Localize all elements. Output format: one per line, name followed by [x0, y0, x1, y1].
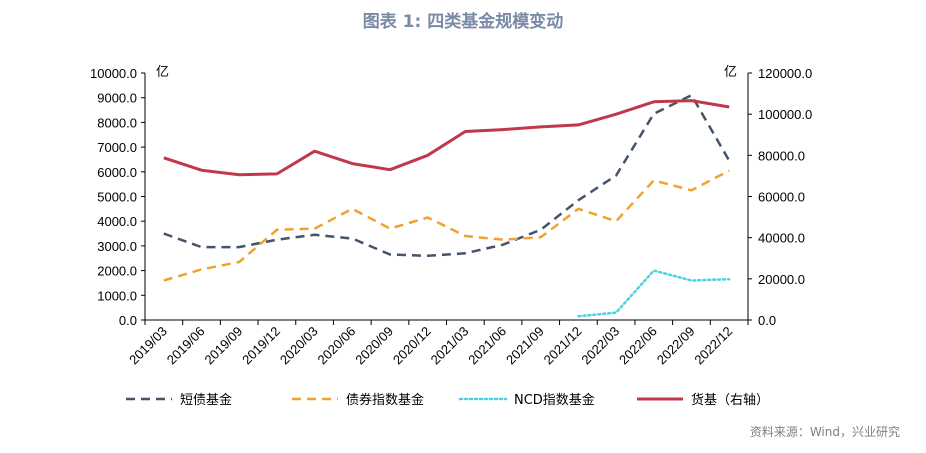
x-tick-label: 2021/09 [503, 324, 547, 368]
x-tick-label: 2020/09 [352, 324, 396, 368]
legend-label-2: 债券指数基金 [346, 392, 424, 408]
y-right-tick-label: 100000.0 [758, 107, 812, 122]
series-line-4 [163, 99, 730, 177]
y-right-tick-label: 20000.0 [758, 272, 805, 287]
legend-label-3: NCD指数基金 [514, 392, 595, 408]
x-tick-label: 2022/09 [654, 324, 698, 368]
y-left-tick-label: 1000.0 [97, 288, 137, 303]
legend-label-4: 货基（右轴） [691, 392, 769, 408]
y-left-tick-label: 8000.0 [97, 115, 137, 130]
y-right-tick-label: 80000.0 [758, 148, 805, 163]
legend-label-1: 短债基金 [180, 392, 232, 408]
x-tick-label: 2019/06 [164, 324, 208, 368]
chart-title: 图表 1: 四类基金规模变动 [363, 11, 563, 32]
x-tick-label: 2021/03 [428, 324, 472, 368]
y-left-tick-label: 5000.0 [97, 190, 137, 205]
y-right-tick-label: 60000.0 [758, 190, 805, 205]
series-line-1 [163, 93, 731, 258]
y-left-tick-label: 6000.0 [97, 165, 137, 180]
y-left-tick-label: 7000.0 [97, 140, 137, 155]
series-line-3 [577, 269, 731, 318]
source-note: 资料来源：Wind，兴业研究 [750, 424, 900, 439]
x-tick-label: 2020/12 [390, 324, 434, 368]
x-tick-label: 2021/12 [541, 324, 585, 368]
y-left-tick-label: 2000.0 [97, 264, 137, 279]
legend: 短债基金 债券指数基金 NCD指数基金 货基（右轴） [126, 392, 769, 408]
x-tick-label: 2022/03 [578, 324, 622, 368]
x-tick-label: 2021/06 [465, 324, 509, 368]
y-left-tick-label: 3000.0 [97, 239, 137, 254]
y-left-tick-label: 4000.0 [97, 214, 137, 229]
y-left-ticks: 0.0 1000.0 2000.0 3000.0 4000.0 5000.0 6000.0 7… [90, 66, 145, 328]
x-tick-label: 2019/12 [239, 324, 283, 368]
series-layer [163, 93, 731, 318]
x-tick-label: 2020/03 [277, 324, 321, 368]
x-tick-label: 2019/03 [126, 324, 170, 368]
axes [144, 73, 749, 321]
x-tick-label: 2022/06 [616, 324, 660, 368]
y-left-tick-label: 10000.0 [90, 66, 137, 81]
y-left-tick-label: 0.0 [119, 313, 137, 328]
y-right-tick-label: 0.0 [758, 313, 776, 328]
y-right-ticks: 0.0 20000.0 40000.0 60000.0 80000.0 100000.0 1… [748, 66, 812, 328]
y-right-tick-label: 40000.0 [758, 231, 805, 246]
x-tick-label: 2019/09 [201, 324, 245, 368]
x-tick-label: 2020/06 [315, 324, 359, 368]
y-right-unit: 亿 [724, 65, 737, 80]
y-right-tick-label: 120000.0 [758, 66, 812, 81]
x-ticks: 2019/032019/062019/092019/122020/032020/… [126, 320, 749, 368]
x-tick-label: 2022/12 [691, 324, 735, 368]
y-left-unit: 亿 [156, 65, 169, 80]
series-line-2 [163, 169, 730, 282]
y-left-tick-label: 9000.0 [97, 91, 137, 106]
